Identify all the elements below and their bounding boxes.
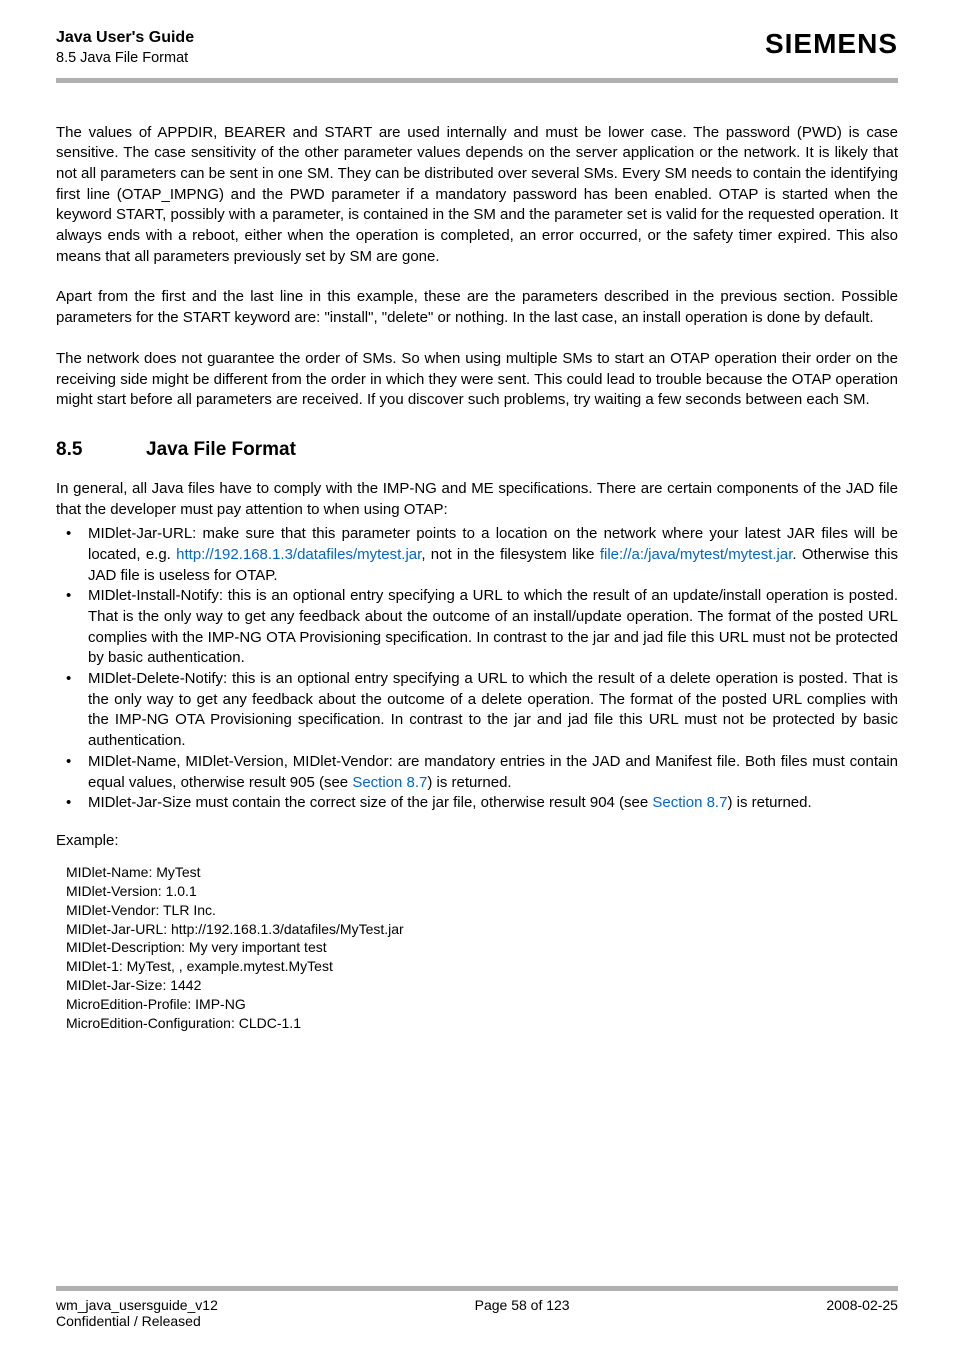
code-line-3: MIDlet-Vendor: TLR Inc. — [66, 901, 898, 920]
code-block: MIDlet-Name: MyTest MIDlet-Version: 1.0.… — [56, 863, 898, 1033]
header-left: Java User's Guide 8.5 Java File Format — [56, 28, 194, 68]
code-line-8: MicroEdition-Profile: IMP-NG — [66, 995, 898, 1014]
paragraph-1: The values of APPDIR, BEARER and START a… — [56, 123, 898, 268]
footer-right: 2008-02-25 — [826, 1297, 898, 1313]
paragraph-4: In general, all Java files have to compl… — [56, 479, 898, 520]
paragraph-3: The network does not guarantee the order… — [56, 349, 898, 411]
paragraph-2: Apart from the first and the last line i… — [56, 287, 898, 328]
page-header: Java User's Guide 8.5 Java File Format S… — [0, 0, 954, 68]
bullet-list: MIDlet-Jar-URL: make sure that this para… — [56, 524, 898, 814]
bullet-1: MIDlet-Jar-URL: make sure that this para… — [56, 524, 898, 586]
code-line-4: MIDlet-Jar-URL: http://192.168.1.3/dataf… — [66, 920, 898, 939]
section-heading: 8.5 Java File Format — [56, 439, 898, 461]
bullet-1-text-b: , not in the filesystem like — [421, 546, 600, 563]
code-line-2: MIDlet-Version: 1.0.1 — [66, 882, 898, 901]
code-line-1: MIDlet-Name: MyTest — [66, 863, 898, 882]
code-line-7: MIDlet-Jar-Size: 1442 — [66, 976, 898, 995]
bullet-2: MIDlet-Install-Notify: this is an option… — [56, 586, 898, 669]
doc-subtitle: 8.5 Java File Format — [56, 49, 194, 68]
page-footer: wm_java_usersguide_v12 Page 58 of 123 20… — [56, 1286, 898, 1329]
bullet-3: MIDlet-Delete-Notify: this is an optiona… — [56, 669, 898, 752]
page-content: The values of APPDIR, BEARER and START a… — [0, 83, 954, 1033]
bullet-5: MIDlet-Jar-Size must contain the correct… — [56, 793, 898, 814]
footer-row-2: Confidential / Released — [56, 1313, 898, 1329]
footer-row-1: wm_java_usersguide_v12 Page 58 of 123 20… — [56, 1297, 898, 1313]
footer-left-2: Confidential / Released — [56, 1313, 201, 1329]
bullet-1-link-1[interactable]: http://192.168.1.3/datafiles/mytest.jar — [176, 546, 421, 563]
section-number: 8.5 — [56, 439, 146, 461]
bullet-1-link-2[interactable]: file://a:/java/mytest/mytest.jar — [600, 546, 793, 563]
bullet-4-link[interactable]: Section 8.7 — [352, 774, 427, 791]
bullet-4: MIDlet-Name, MIDlet-Version, MIDlet-Vend… — [56, 752, 898, 793]
doc-title: Java User's Guide — [56, 28, 194, 49]
bullet-5-link[interactable]: Section 8.7 — [652, 794, 727, 811]
bullet-4-text-b: ) is returned. — [427, 774, 511, 791]
code-line-6: MIDlet-1: MyTest, , example.mytest.MyTes… — [66, 957, 898, 976]
section-title: Java File Format — [146, 439, 296, 461]
example-label: Example: — [56, 832, 898, 849]
bullet-5-text-a: MIDlet-Jar-Size must contain the correct… — [88, 794, 652, 811]
footer-left-1: wm_java_usersguide_v12 — [56, 1297, 218, 1313]
footer-divider — [56, 1286, 898, 1291]
code-line-9: MicroEdition-Configuration: CLDC-1.1 — [66, 1014, 898, 1033]
siemens-logo: SIEMENS — [765, 28, 898, 60]
code-line-5: MIDlet-Description: My very important te… — [66, 938, 898, 957]
bullet-5-text-b: ) is returned. — [727, 794, 811, 811]
footer-center: Page 58 of 123 — [475, 1297, 570, 1313]
